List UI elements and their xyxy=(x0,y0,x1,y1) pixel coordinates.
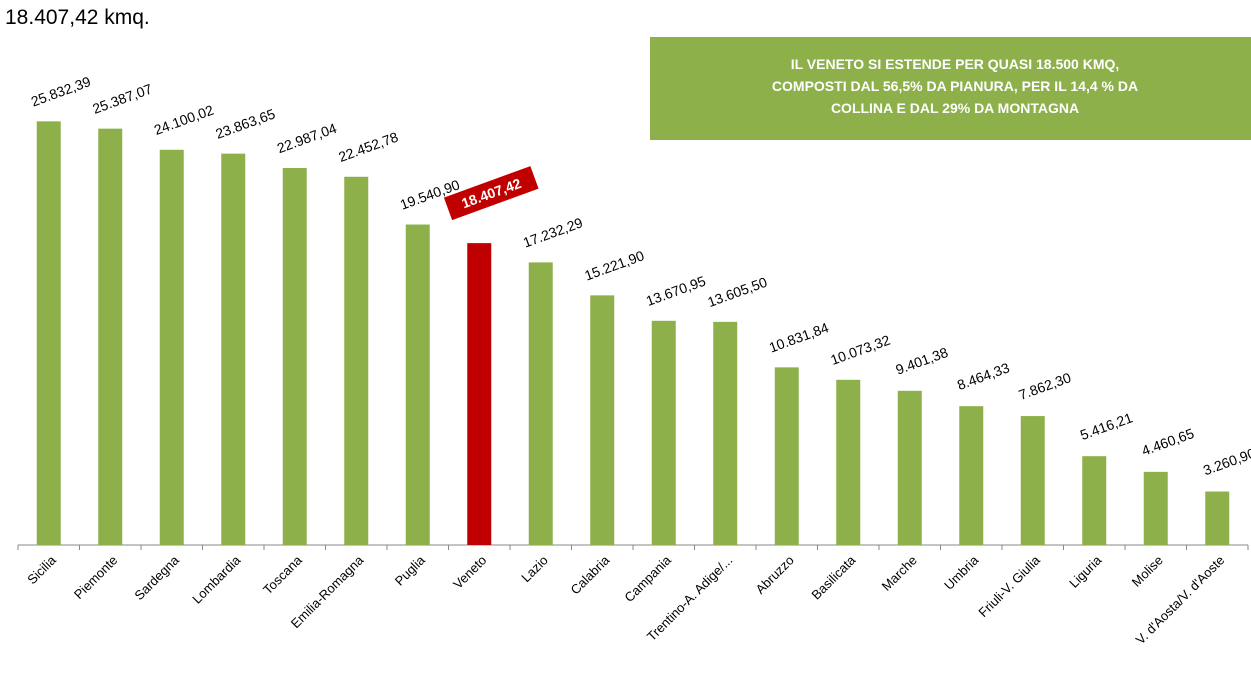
value-label-group: 17.232,29 xyxy=(521,214,585,250)
x-tick-label: Sardegna xyxy=(131,552,182,603)
value-label-group: 13.605,50 xyxy=(705,274,769,310)
bar xyxy=(405,224,430,545)
x-tick-label: Abruzzo xyxy=(753,553,797,597)
value-label-group: 9.401,38 xyxy=(893,344,950,378)
bar xyxy=(528,262,553,545)
x-tick-label: Puglia xyxy=(392,552,429,589)
bar xyxy=(959,406,984,545)
bar xyxy=(221,153,246,545)
x-tick-label: Toscana xyxy=(260,552,305,597)
x-tick-label: Calabria xyxy=(568,552,613,597)
value-label: 7.862,30 xyxy=(1016,369,1073,403)
x-tick-label: Liguria xyxy=(1066,552,1105,591)
annotation-line: COLLINA E DAL 29% DA MONTAGNA xyxy=(831,100,1079,116)
value-label: 22.452,78 xyxy=(336,129,400,165)
value-label: 4.460,65 xyxy=(1139,425,1196,459)
value-label-group: 8.464,33 xyxy=(955,359,1012,393)
bar xyxy=(1205,491,1230,545)
x-tick-label: Molise xyxy=(1129,553,1166,590)
value-label-group: 10.831,84 xyxy=(767,319,831,355)
bar xyxy=(774,367,799,545)
value-label: 3.260,90 xyxy=(1201,445,1251,479)
annotation-box xyxy=(650,37,1251,140)
value-label-group: 24.100,02 xyxy=(152,102,216,138)
bar xyxy=(590,295,615,545)
value-label-group: 13.670,95 xyxy=(644,273,708,309)
value-label: 5.416,21 xyxy=(1078,409,1135,443)
bar xyxy=(344,176,369,545)
x-tick-label: Lazio xyxy=(518,553,551,586)
value-label: 15.221,90 xyxy=(582,247,646,283)
bar xyxy=(1082,456,1107,545)
value-label-group: 18.407,42 xyxy=(443,166,539,221)
bar xyxy=(651,320,676,545)
value-label-group: 10.073,32 xyxy=(828,332,892,368)
value-label: 13.670,95 xyxy=(644,273,708,309)
bar xyxy=(36,121,61,545)
annotation-line: IL VENETO SI ESTENDE PER QUASI 18.500 KM… xyxy=(791,56,1120,72)
bar xyxy=(713,321,738,545)
value-label: 25.832,39 xyxy=(29,73,93,109)
x-tick-label: Umbria xyxy=(941,552,982,593)
value-label-group: 22.987,04 xyxy=(275,120,339,156)
x-tick-label: Friuli-V. Giulia xyxy=(975,552,1043,620)
bar xyxy=(282,168,307,545)
value-label: 23.863,65 xyxy=(213,105,277,141)
bar xyxy=(897,390,922,545)
bar xyxy=(1143,471,1168,545)
x-tick-label: Veneto xyxy=(450,553,489,592)
bar xyxy=(836,379,861,545)
top-annotation: 18.407,42 kmq. xyxy=(5,6,150,29)
value-label-group: 23.863,65 xyxy=(213,105,277,141)
value-label-group: 3.260,90 xyxy=(1201,445,1251,479)
value-label-group: 25.832,39 xyxy=(29,73,93,109)
x-tick-label: Lombardia xyxy=(189,552,244,607)
value-label: 25.387,07 xyxy=(90,80,154,116)
value-label-group: 4.460,65 xyxy=(1139,425,1196,459)
bar xyxy=(159,149,184,545)
value-label: 24.100,02 xyxy=(152,102,216,138)
value-label: 10.831,84 xyxy=(767,319,831,355)
x-tick-label: Basilicata xyxy=(808,552,858,602)
bar xyxy=(98,128,123,546)
value-label: 9.401,38 xyxy=(893,344,950,378)
x-tick-label: Campania xyxy=(621,552,674,605)
value-label-box xyxy=(443,166,539,221)
annotation-line: COMPOSTI DAL 56,5% DA PIANURA, PER IL 14… xyxy=(772,78,1138,94)
value-label: 13.605,50 xyxy=(705,274,769,310)
x-tick-label: Piemonte xyxy=(71,553,120,602)
value-label: 10.073,32 xyxy=(828,332,892,368)
x-tick-label: Marche xyxy=(879,553,920,594)
value-label-group: 22.452,78 xyxy=(336,129,400,165)
value-label: 22.987,04 xyxy=(275,120,339,156)
bar xyxy=(467,243,492,545)
bar xyxy=(1020,416,1045,545)
x-tick-label: Sicilia xyxy=(24,552,59,587)
value-label-group: 7.862,30 xyxy=(1016,369,1073,403)
value-label-group: 25.387,07 xyxy=(90,80,154,116)
value-label-group: 5.416,21 xyxy=(1078,409,1135,443)
value-label-group: 15.221,90 xyxy=(582,247,646,283)
value-label: 17.232,29 xyxy=(521,214,585,250)
value-label: 8.464,33 xyxy=(955,359,1012,393)
